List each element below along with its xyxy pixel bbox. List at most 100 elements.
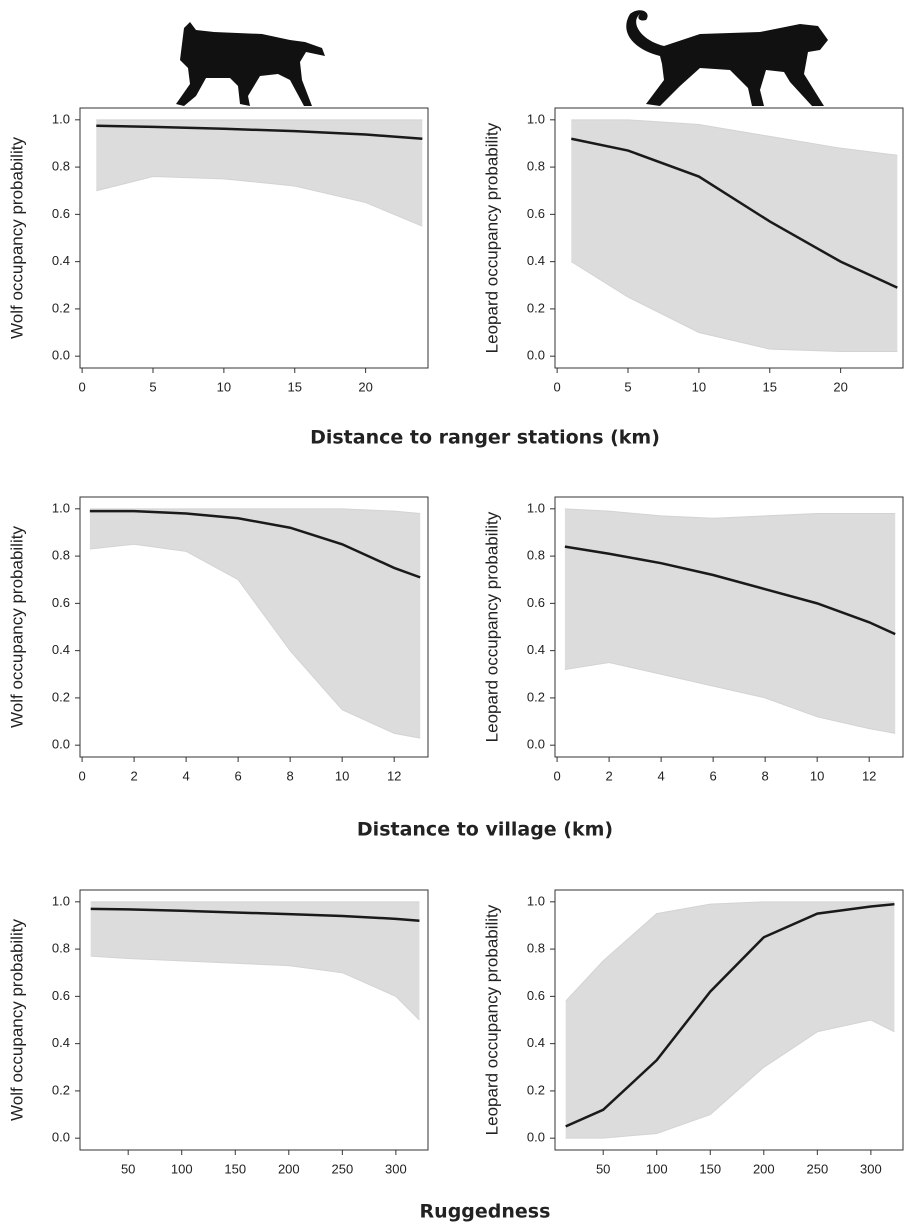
y-tick-label: 1.0 [52, 111, 70, 126]
x-tick-label: 150 [699, 1161, 721, 1176]
x-tick-label: 100 [171, 1161, 193, 1176]
y-tick-label: 0.4 [527, 642, 545, 657]
x-tick-label: 12 [387, 768, 401, 783]
posterior-edge [565, 1019, 895, 1139]
x-tick-label: 6 [235, 768, 242, 783]
y-tick-label: 0.6 [52, 988, 70, 1003]
y-tick-label: 1.0 [52, 500, 70, 515]
x-tick-label: 10 [335, 768, 349, 783]
x-tick-label: 0 [553, 768, 560, 783]
y-tick-label: 0.0 [527, 1130, 545, 1145]
x-tick-label: 0 [554, 379, 561, 394]
y-tick-label: 0.0 [52, 1130, 70, 1145]
y-axis-label: Leopard occupancy probability [482, 122, 501, 353]
x-tick-label: 2 [605, 768, 612, 783]
x-axis-label: Ruggedness [420, 1201, 551, 1223]
mean-line [571, 137, 898, 289]
y-tick-label: 0.4 [52, 1035, 70, 1050]
plot-frame [554, 107, 904, 369]
y-tick-label: 1.0 [52, 893, 70, 908]
x-tick-label: 100 [646, 1161, 668, 1176]
posterior-band [565, 901, 895, 1139]
wolf-silhouette [176, 22, 325, 106]
x-tick-label: 8 [762, 768, 769, 783]
x-tick-label: 50 [596, 1161, 610, 1176]
x-tick-label: 20 [358, 379, 372, 394]
y-tick-label: 0.8 [52, 548, 70, 563]
posterior-edge [89, 543, 421, 739]
x-tick-label: 200 [278, 1161, 300, 1176]
y-tick-label: 0.4 [527, 1035, 545, 1050]
x-tick-label: 200 [753, 1161, 775, 1176]
y-tick-label: 1.0 [527, 111, 545, 126]
posterior-edge [89, 508, 421, 515]
x-tick-label: 250 [331, 1161, 353, 1176]
y-tick-label: 0.6 [527, 206, 545, 221]
y-tick-label: 0.6 [52, 595, 70, 610]
y-tick-label: 0.2 [52, 1082, 70, 1097]
x-tick-label: 4 [657, 768, 664, 783]
y-tick-label: 0.8 [52, 159, 70, 174]
mean-line [90, 907, 420, 922]
x-axis-label: Distance to ranger stations (km) [310, 427, 660, 449]
y-axis-label: Wolf occupancy probability [7, 137, 26, 339]
x-tick-label: 2 [130, 768, 137, 783]
y-tick-label: 0.6 [52, 206, 70, 221]
y-tick-label: 1.0 [527, 893, 545, 908]
posterior-edge [565, 901, 895, 1002]
leopard-silhouette [626, 10, 828, 107]
plot-frame [554, 889, 904, 1151]
y-axis-label: Leopard occupancy probability [482, 511, 501, 742]
y-tick-label: 0.8 [527, 941, 545, 956]
y-tick-label: 0.8 [527, 548, 545, 563]
x-tick-label: 8 [287, 768, 294, 783]
y-tick-label: 0.2 [527, 1082, 545, 1097]
mean-line [89, 509, 421, 579]
posterior-edge [90, 955, 420, 1021]
y-tick-label: 0.8 [527, 159, 545, 174]
posterior-band [571, 119, 898, 352]
y-tick-label: 0.2 [52, 689, 70, 704]
y-tick-label: 0.4 [52, 642, 70, 657]
y-tick-label: 0.4 [527, 253, 545, 268]
posterior-edge [571, 261, 898, 352]
x-tick-label: 250 [806, 1161, 828, 1176]
x-tick-label: 150 [224, 1161, 246, 1176]
x-tick-label: 10 [692, 379, 706, 394]
y-tick-label: 0.2 [527, 300, 545, 315]
y-tick-label: 0.2 [527, 689, 545, 704]
mean-line [565, 902, 895, 1128]
y-tick-label: 0.8 [52, 941, 70, 956]
y-tick-label: 0.0 [52, 348, 70, 363]
posterior-band [89, 508, 421, 739]
x-tick-label: 50 [121, 1161, 135, 1176]
x-tick-label: 10 [810, 768, 824, 783]
y-tick-label: 0.0 [527, 348, 545, 363]
plot-frame [79, 889, 429, 1151]
x-tick-label: 4 [182, 768, 189, 783]
y-tick-label: 0.6 [527, 595, 545, 610]
x-tick-label: 6 [710, 768, 717, 783]
y-tick-label: 1.0 [527, 500, 545, 515]
x-tick-label: 5 [624, 379, 631, 394]
plot-frame [79, 496, 429, 758]
x-tick-label: 300 [860, 1161, 882, 1176]
x-tick-label: 10 [217, 379, 231, 394]
posterior-band [90, 901, 420, 1020]
x-tick-label: 15 [288, 379, 302, 394]
y-axis-label: Wolf occupancy probability [7, 919, 26, 1121]
y-tick-label: 0.0 [52, 737, 70, 752]
mean-line [564, 545, 896, 636]
x-tick-label: 0 [78, 768, 85, 783]
x-tick-label: 0 [79, 379, 86, 394]
plot-frame [79, 107, 429, 369]
x-tick-label: 300 [385, 1161, 407, 1176]
y-tick-label: 0.6 [527, 988, 545, 1003]
x-tick-label: 5 [149, 379, 156, 394]
posterior-edge [564, 508, 896, 519]
x-axis-label: Distance to village (km) [357, 819, 613, 841]
x-tick-label: 15 [763, 379, 777, 394]
y-axis-label: Wolf occupancy probability [7, 526, 26, 728]
